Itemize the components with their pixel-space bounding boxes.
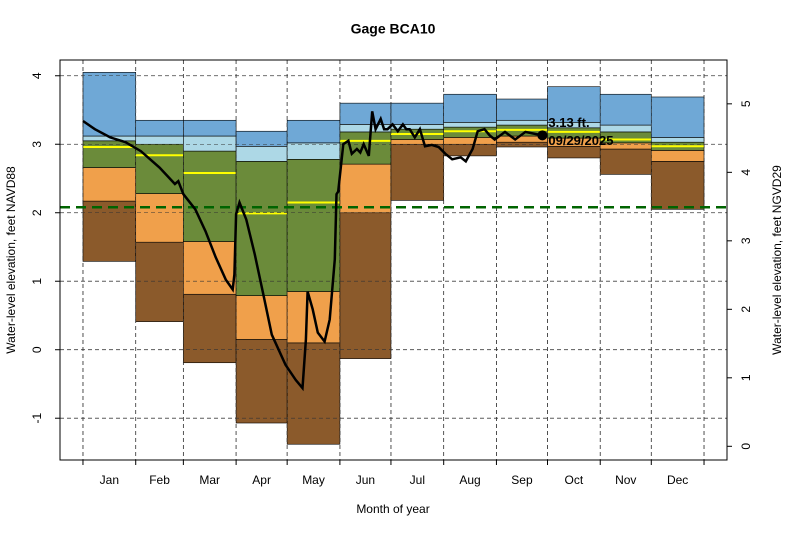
x-tick-label: Sep xyxy=(511,473,533,487)
percentile-band xyxy=(135,135,184,145)
y2-tick-label: 0 xyxy=(739,443,753,450)
percentile-band xyxy=(235,161,288,296)
x-tick-label: Dec xyxy=(667,473,688,487)
percentile-band xyxy=(339,212,392,359)
y-tick-label: 0 xyxy=(30,346,44,353)
percentile-band xyxy=(286,119,341,144)
x-tick-label: Jan xyxy=(100,473,119,487)
x-tick-label: Oct xyxy=(565,473,584,487)
percentile-band xyxy=(339,102,392,125)
percentile-band xyxy=(82,200,137,262)
percentile-band xyxy=(82,72,137,137)
percentile-band xyxy=(650,150,705,162)
y2-axis-label: Water-level elevation, feet NGVD29 xyxy=(770,165,784,355)
x-tick-label: Feb xyxy=(149,473,170,487)
percentile-band xyxy=(650,137,705,143)
chart-title: Gage BCA10 xyxy=(351,21,436,37)
x-axis-label: Month of year xyxy=(356,502,429,516)
percentile-band xyxy=(235,146,288,162)
y-tick-label: -1 xyxy=(30,413,44,424)
x-tick-label: Mar xyxy=(199,473,220,487)
percentile-band xyxy=(443,122,497,128)
percentile-band xyxy=(286,159,341,292)
percentile-band xyxy=(599,124,652,133)
percentile-band xyxy=(547,146,601,159)
percentile-band xyxy=(286,342,341,445)
percentile-band xyxy=(496,141,548,148)
water-level-line xyxy=(82,111,543,392)
percentile-band xyxy=(183,293,237,364)
x-tick-label: Nov xyxy=(615,473,636,487)
x-tick-label: Apr xyxy=(252,473,271,487)
plot-frame xyxy=(59,59,728,461)
y-tick-label: 3 xyxy=(30,141,44,148)
current-value-label: 3.13 ft. xyxy=(548,115,589,130)
y-tick-label: 2 xyxy=(30,209,44,216)
percentile-band xyxy=(496,119,548,126)
percentile-band xyxy=(183,241,237,295)
y2-tick-label: 4 xyxy=(739,169,753,176)
percentile-band xyxy=(183,150,237,242)
percentile-band xyxy=(135,241,184,322)
percentile-band xyxy=(650,161,705,210)
y2-tick-label: 1 xyxy=(739,374,753,381)
x-tick-label: Jun xyxy=(356,473,375,487)
percentile-band xyxy=(235,295,288,340)
percentile-band xyxy=(390,143,444,201)
percentile-band xyxy=(235,339,288,424)
percentile-band xyxy=(390,139,444,145)
y2-tick-label: 5 xyxy=(739,100,753,107)
x-tick-label: Jul xyxy=(410,473,425,487)
percentile-band xyxy=(443,137,497,145)
percentile-band xyxy=(599,93,652,126)
y2-tick-label: 3 xyxy=(739,237,753,244)
percentile-band xyxy=(443,93,497,123)
percentile-band xyxy=(135,119,184,137)
percentile-band xyxy=(135,193,184,243)
current-date-label: 09/29/2025 xyxy=(548,133,613,148)
percentile-band xyxy=(650,96,705,138)
percentile-band xyxy=(599,148,652,175)
percentile-band xyxy=(286,142,341,160)
x-tick-label: Aug xyxy=(459,473,480,487)
current-point xyxy=(537,130,548,141)
percentile-band xyxy=(390,102,444,125)
percentile-band xyxy=(339,163,392,214)
percentile-band xyxy=(183,119,237,137)
y2-tick-label: 2 xyxy=(739,306,753,313)
x-tick-label: May xyxy=(302,473,325,487)
y-tick-label: 1 xyxy=(30,278,44,285)
percentile-band xyxy=(82,167,137,202)
percentile-band xyxy=(496,98,548,121)
y-axis-label: Water-level elevation, feet NAVD88 xyxy=(4,166,18,354)
percentile-band xyxy=(183,135,237,152)
y-tick-label: 4 xyxy=(30,72,44,79)
